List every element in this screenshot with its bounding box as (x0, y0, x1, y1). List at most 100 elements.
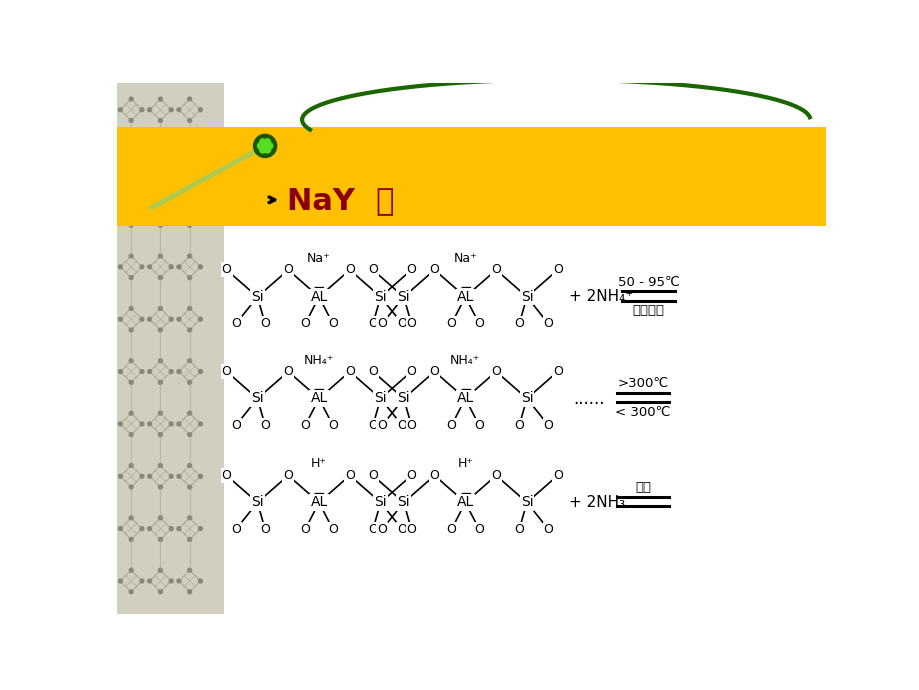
Circle shape (129, 464, 133, 467)
Text: O: O (514, 419, 524, 432)
Circle shape (129, 411, 133, 415)
Circle shape (129, 569, 133, 572)
Text: O: O (543, 523, 553, 536)
Text: O: O (221, 469, 232, 482)
Circle shape (140, 474, 143, 478)
Circle shape (169, 579, 173, 583)
Text: O: O (231, 317, 241, 331)
Circle shape (129, 485, 133, 489)
Text: O: O (429, 469, 439, 482)
Text: O: O (377, 419, 387, 432)
Text: O: O (406, 264, 416, 277)
Text: −: − (312, 280, 325, 295)
Text: O: O (327, 419, 337, 432)
Text: Si: Si (397, 290, 410, 304)
Circle shape (148, 474, 152, 478)
Circle shape (169, 422, 173, 426)
Circle shape (129, 306, 133, 310)
Text: O: O (300, 419, 310, 432)
Text: O: O (345, 365, 355, 378)
Circle shape (176, 317, 181, 321)
Circle shape (129, 433, 133, 437)
Circle shape (148, 317, 152, 321)
Circle shape (169, 108, 173, 112)
Circle shape (169, 160, 173, 164)
Circle shape (199, 108, 202, 112)
Circle shape (187, 516, 191, 520)
Circle shape (187, 276, 191, 279)
Circle shape (129, 150, 133, 153)
Bar (117, 128, 825, 226)
Text: O: O (221, 365, 232, 378)
Circle shape (187, 485, 191, 489)
Circle shape (129, 276, 133, 279)
Text: O: O (446, 317, 456, 331)
Circle shape (140, 265, 143, 268)
Text: 室温: 室温 (634, 482, 651, 494)
Text: O: O (377, 523, 387, 536)
Text: Si: Si (520, 290, 533, 304)
Circle shape (199, 579, 202, 583)
Text: Si: Si (397, 495, 410, 509)
Circle shape (158, 516, 162, 520)
Text: O: O (300, 523, 310, 536)
Text: NaY  例: NaY 例 (287, 186, 393, 215)
Text: Na⁺: Na⁺ (453, 252, 477, 265)
Circle shape (158, 359, 162, 363)
Text: −: − (459, 382, 471, 397)
Circle shape (119, 474, 122, 478)
Circle shape (148, 579, 152, 583)
Circle shape (257, 143, 264, 149)
Circle shape (264, 147, 270, 153)
Circle shape (148, 108, 152, 112)
Circle shape (187, 254, 191, 258)
Circle shape (259, 147, 266, 153)
Circle shape (187, 201, 191, 206)
Text: O: O (474, 317, 483, 331)
Text: −: − (312, 382, 325, 397)
Circle shape (148, 422, 152, 426)
Circle shape (158, 590, 162, 593)
Circle shape (158, 97, 162, 101)
Circle shape (199, 265, 202, 268)
Text: + 2NH₃: + 2NH₃ (569, 495, 625, 510)
Circle shape (199, 317, 202, 321)
Circle shape (199, 422, 202, 426)
Text: 离子交抝: 离子交抝 (632, 304, 664, 317)
Text: O: O (221, 264, 232, 277)
Text: ......: ...... (573, 389, 604, 408)
Text: O: O (474, 419, 483, 432)
Circle shape (119, 526, 122, 531)
Text: AL: AL (456, 495, 473, 509)
Circle shape (176, 474, 181, 478)
Circle shape (158, 485, 162, 489)
Circle shape (187, 464, 191, 467)
Text: O: O (543, 317, 553, 331)
Circle shape (129, 224, 133, 227)
Text: O: O (368, 365, 378, 378)
Text: AL: AL (310, 290, 327, 304)
Circle shape (176, 160, 181, 164)
Text: H⁺: H⁺ (457, 457, 473, 471)
Circle shape (148, 265, 152, 268)
Text: Si: Si (374, 391, 387, 406)
Circle shape (259, 139, 266, 145)
Circle shape (119, 108, 122, 112)
Circle shape (187, 224, 191, 227)
Text: Si: Si (374, 495, 387, 509)
Text: O: O (406, 419, 416, 432)
Text: Na⁺: Na⁺ (307, 252, 331, 265)
Circle shape (158, 433, 162, 437)
Text: O: O (283, 365, 293, 378)
Text: O: O (514, 317, 524, 331)
Text: O: O (283, 469, 293, 482)
Text: O: O (446, 523, 456, 536)
Circle shape (119, 422, 122, 426)
Circle shape (187, 380, 191, 384)
Circle shape (199, 370, 202, 373)
Text: O: O (552, 469, 562, 482)
Circle shape (129, 201, 133, 206)
Circle shape (129, 119, 133, 122)
Circle shape (169, 526, 173, 531)
Circle shape (187, 306, 191, 310)
